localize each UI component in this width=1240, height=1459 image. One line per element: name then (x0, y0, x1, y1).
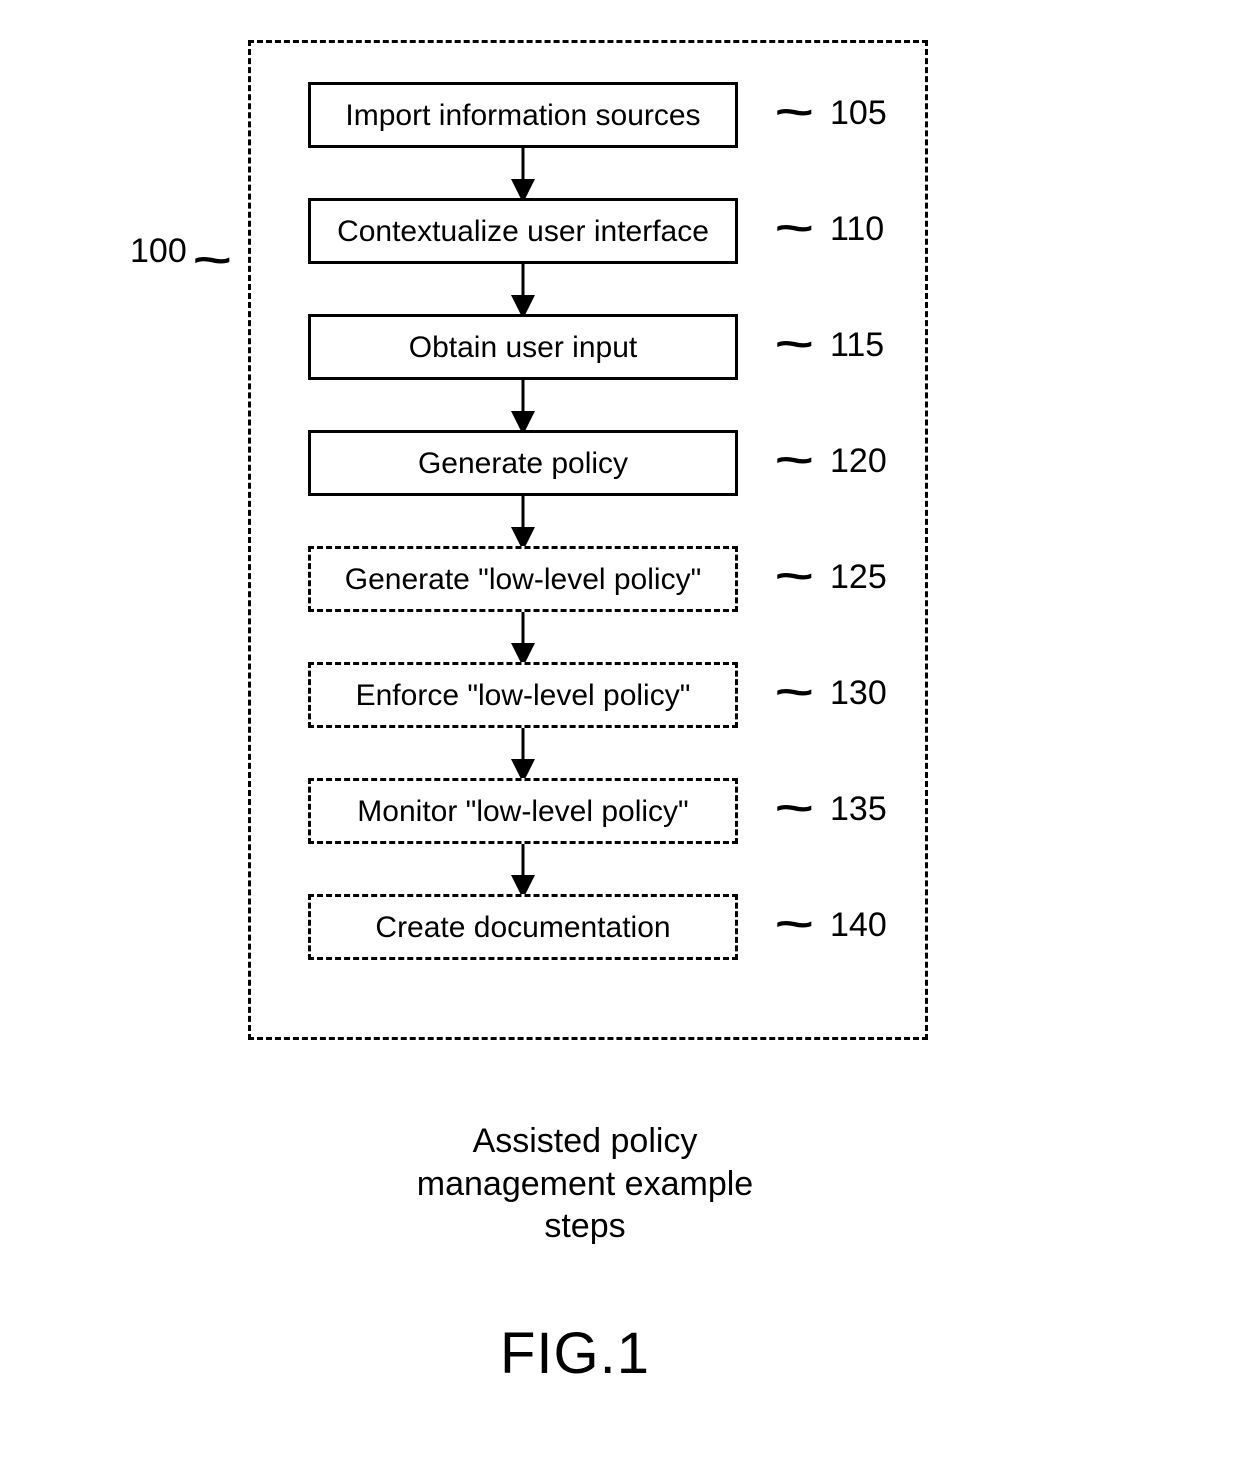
step-box-b120: Generate policy (308, 430, 738, 496)
ref-label-125: 125 (830, 558, 887, 597)
leader-tilde: ~ (775, 320, 814, 368)
leader-tilde: ~ (775, 900, 814, 948)
step-box-b130: Enforce "low-level policy" (308, 662, 738, 728)
leader-tilde: ~ (775, 88, 814, 136)
diagram-caption: Assisted policymanagement examplesteps (395, 1120, 775, 1248)
leader-tilde: ~ (193, 236, 232, 284)
step-box-b135: Monitor "low-level policy" (308, 778, 738, 844)
ref-label-100: 100 (130, 232, 187, 271)
step-box-b105: Import information sources (308, 82, 738, 148)
leader-tilde: ~ (775, 552, 814, 600)
ref-label-135: 135 (830, 790, 887, 829)
flowchart-canvas: Assisted policymanagement examplesteps F… (0, 0, 1240, 1459)
ref-label-105: 105 (830, 94, 887, 133)
ref-label-120: 120 (830, 442, 887, 481)
step-box-b115: Obtain user input (308, 314, 738, 380)
ref-label-110: 110 (830, 210, 884, 249)
figure-label: FIG.1 (500, 1320, 650, 1387)
step-box-b110: Contextualize user interface (308, 198, 738, 264)
leader-tilde: ~ (775, 436, 814, 484)
ref-label-115: 115 (830, 326, 884, 365)
leader-tilde: ~ (775, 668, 814, 716)
leader-tilde: ~ (775, 784, 814, 832)
ref-label-140: 140 (830, 906, 887, 945)
ref-label-130: 130 (830, 674, 887, 713)
step-box-b125: Generate "low-level policy" (308, 546, 738, 612)
outer-container-box (248, 40, 928, 1040)
step-box-b140: Create documentation (308, 894, 738, 960)
leader-tilde: ~ (775, 204, 814, 252)
